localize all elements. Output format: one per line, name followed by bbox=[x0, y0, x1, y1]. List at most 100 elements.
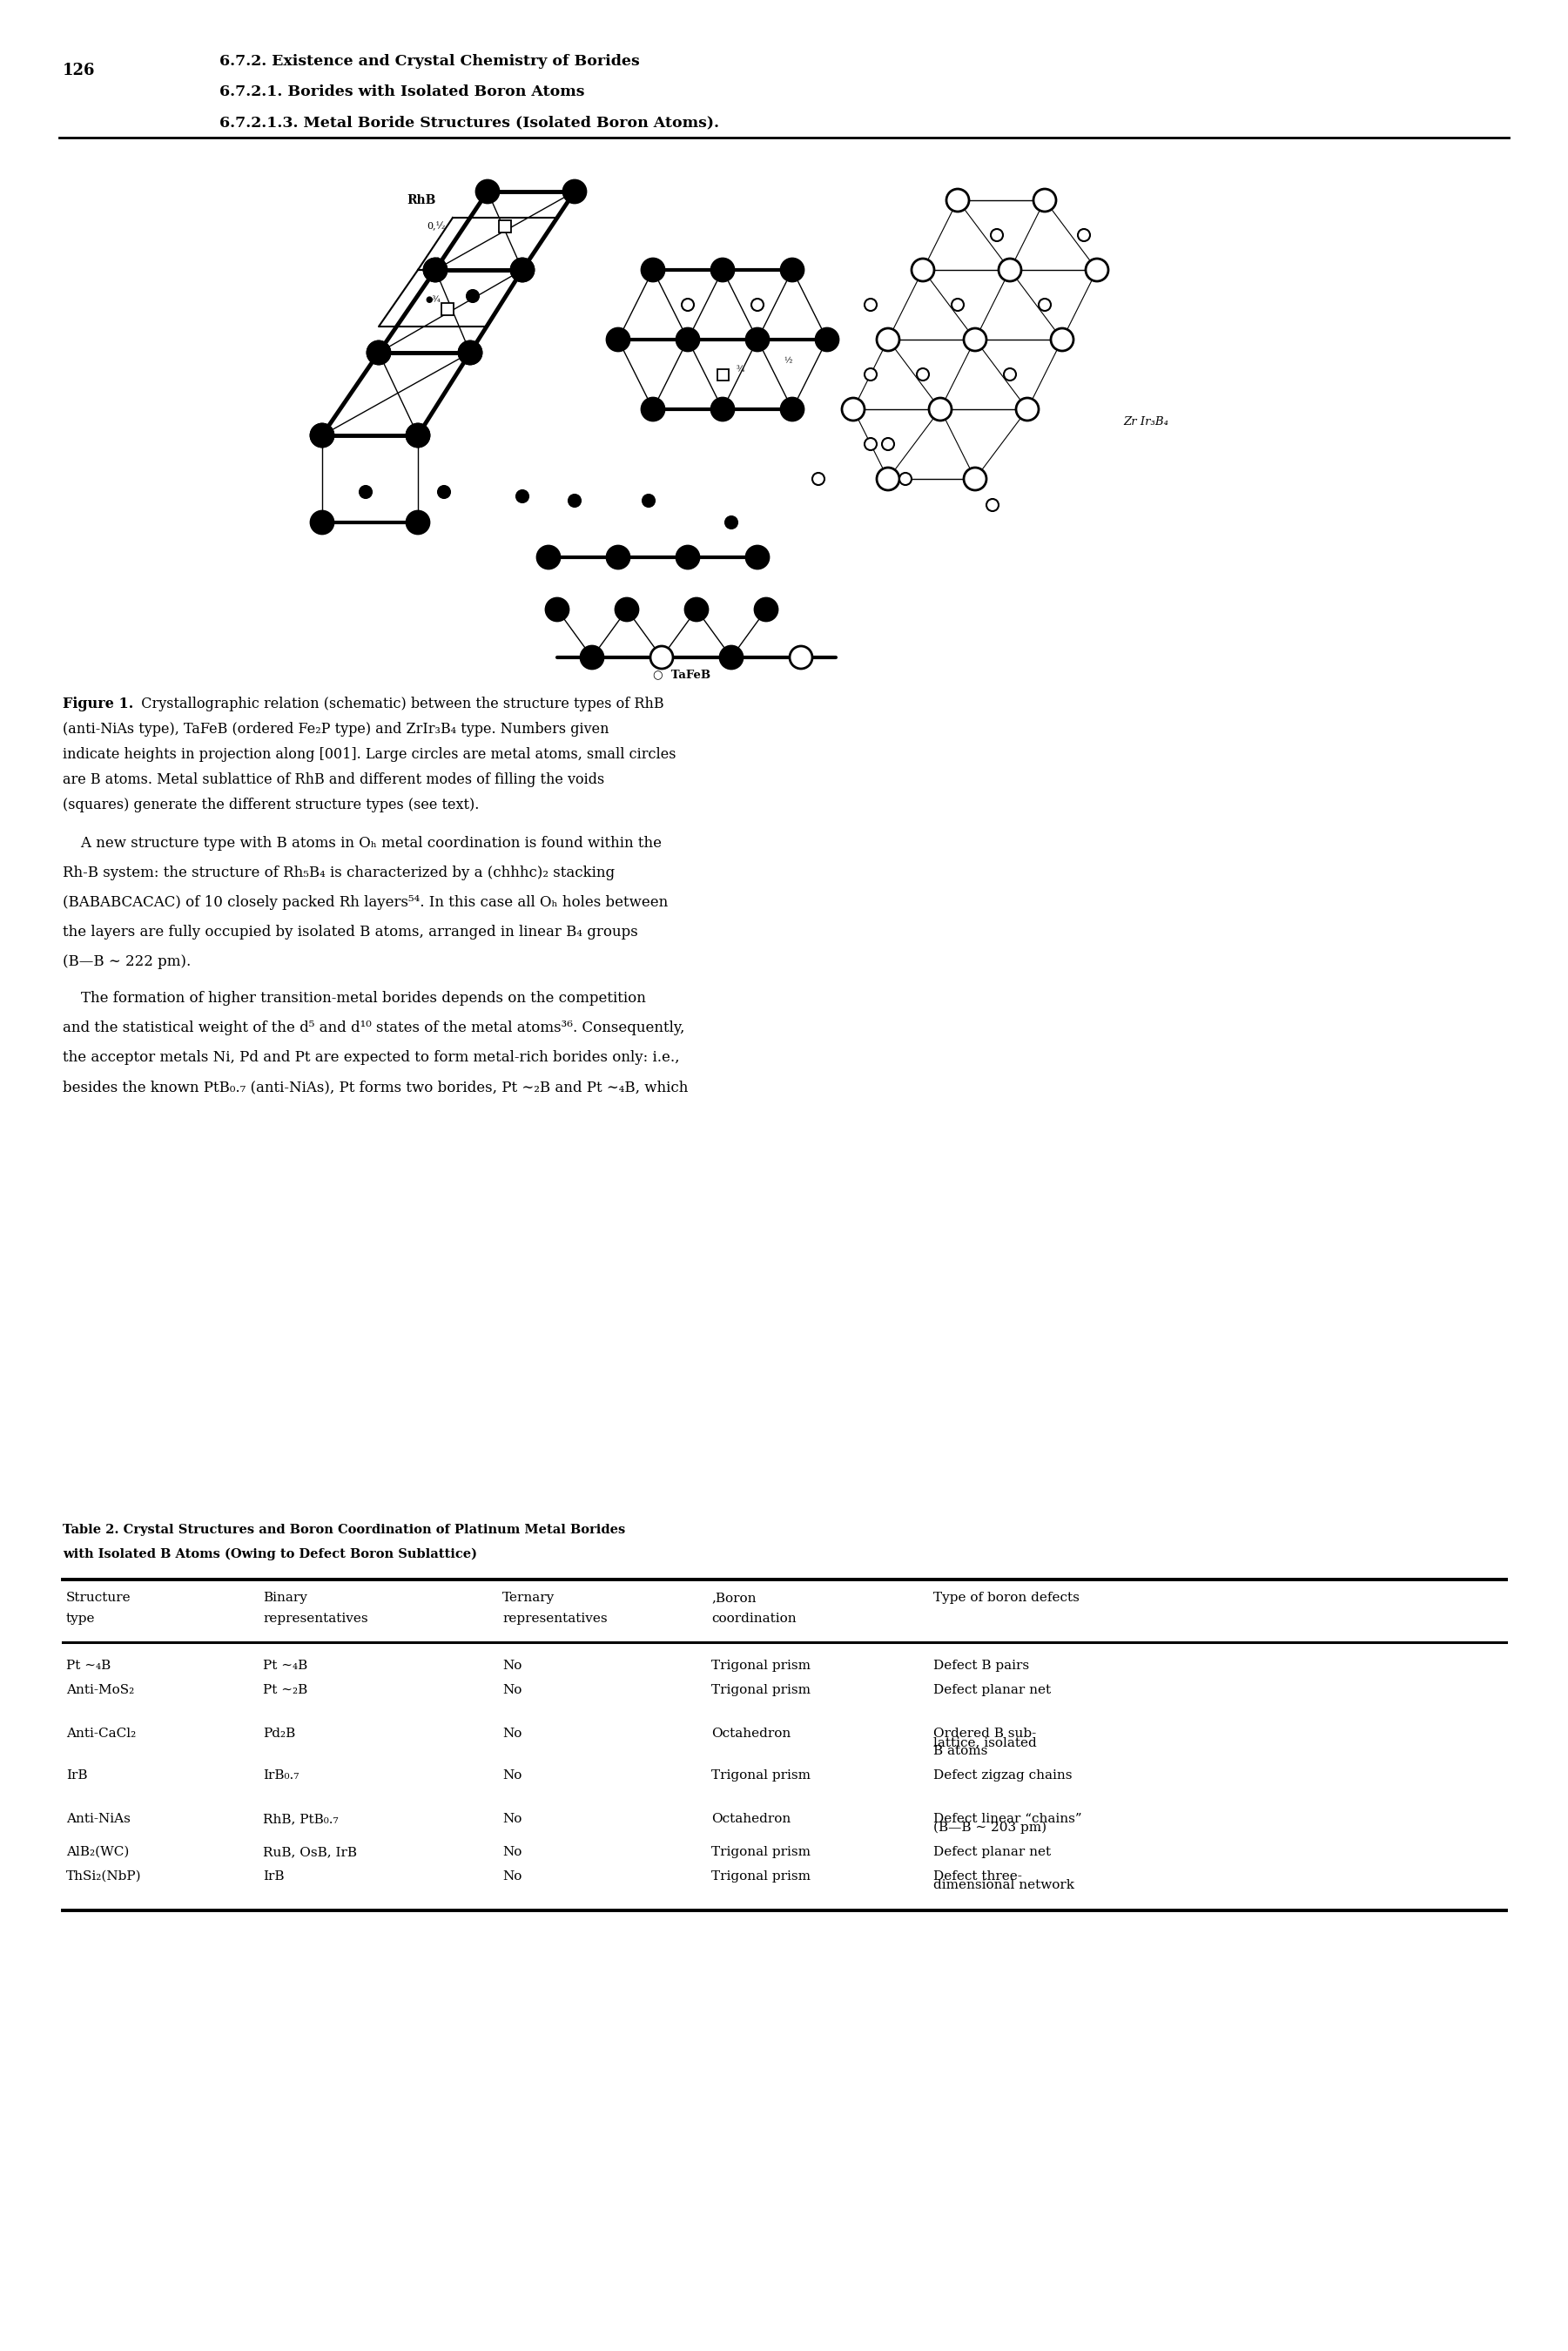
Circle shape bbox=[751, 299, 764, 310]
Text: Trigonal prism: Trigonal prism bbox=[712, 1683, 811, 1695]
Circle shape bbox=[359, 487, 372, 498]
Text: representatives: representatives bbox=[502, 1613, 607, 1625]
Text: ○  TaFeB: ○ TaFeB bbox=[652, 668, 710, 679]
Text: No: No bbox=[502, 1871, 522, 1883]
Text: No: No bbox=[502, 1660, 522, 1672]
Circle shape bbox=[651, 647, 673, 668]
Text: (B—B ∼ 222 pm).: (B—B ∼ 222 pm). bbox=[63, 955, 191, 969]
Circle shape bbox=[964, 329, 986, 350]
Circle shape bbox=[986, 498, 999, 510]
Circle shape bbox=[676, 545, 699, 569]
Text: A new structure type with B atoms in Oₕ metal coordination is found within the: A new structure type with B atoms in Oₕ … bbox=[63, 837, 662, 851]
Circle shape bbox=[477, 181, 499, 202]
Circle shape bbox=[1085, 259, 1109, 282]
Circle shape bbox=[538, 545, 560, 569]
Circle shape bbox=[1038, 299, 1051, 310]
Text: No: No bbox=[502, 1770, 522, 1782]
Text: Ternary: Ternary bbox=[502, 1592, 555, 1603]
Text: the acceptor metals Ni, Pd and Pt are expected to form metal-rich borides only: : the acceptor metals Ni, Pd and Pt are ex… bbox=[63, 1051, 679, 1065]
Text: Anti-NiAs: Anti-NiAs bbox=[66, 1813, 130, 1824]
Circle shape bbox=[616, 597, 638, 621]
Circle shape bbox=[911, 259, 935, 282]
Circle shape bbox=[712, 397, 734, 421]
Text: indicate heights in projection along [001]. Large circles are metal atoms, small: indicate heights in projection along [00… bbox=[63, 748, 676, 762]
Text: Pd₂B: Pd₂B bbox=[263, 1728, 295, 1740]
Text: are B atoms. Metal sublattice of RhB and different modes of filling the voids: are B atoms. Metal sublattice of RhB and… bbox=[63, 773, 604, 788]
Circle shape bbox=[1004, 369, 1016, 381]
Text: No: No bbox=[502, 1683, 522, 1695]
Text: IrB₀.₇: IrB₀.₇ bbox=[263, 1770, 299, 1782]
Circle shape bbox=[877, 329, 900, 350]
Circle shape bbox=[643, 494, 655, 508]
Text: Pt ∼₄B: Pt ∼₄B bbox=[66, 1660, 111, 1672]
Circle shape bbox=[367, 341, 390, 364]
Bar bbox=[717, 369, 728, 381]
Text: Defect linear “chains”: Defect linear “chains” bbox=[933, 1813, 1082, 1824]
Text: No: No bbox=[502, 1813, 522, 1824]
Text: Trigonal prism: Trigonal prism bbox=[712, 1871, 811, 1883]
Text: ¾: ¾ bbox=[735, 367, 745, 374]
Text: Binary: Binary bbox=[263, 1592, 307, 1603]
Circle shape bbox=[991, 228, 1004, 242]
Circle shape bbox=[781, 397, 803, 421]
Bar bbox=[499, 221, 511, 233]
Text: Octahedron: Octahedron bbox=[712, 1813, 790, 1824]
Text: ¼: ¼ bbox=[436, 259, 445, 266]
Circle shape bbox=[459, 341, 481, 364]
Circle shape bbox=[607, 545, 629, 569]
Text: Defect zigzag chains: Defect zigzag chains bbox=[933, 1770, 1073, 1782]
Circle shape bbox=[467, 289, 478, 303]
Circle shape bbox=[917, 369, 928, 381]
Text: (squares) generate the different structure types (see text).: (squares) generate the different structu… bbox=[63, 797, 480, 813]
Text: RhB, PtB₀.₇: RhB, PtB₀.₇ bbox=[263, 1813, 339, 1824]
Circle shape bbox=[746, 545, 768, 569]
Text: (BABABCACAC) of 10 closely packed Rh layers⁵⁴. In this case all Oₕ holes between: (BABABCACAC) of 10 closely packed Rh lay… bbox=[63, 896, 668, 910]
Circle shape bbox=[607, 329, 629, 350]
Text: Defect B pairs: Defect B pairs bbox=[933, 1660, 1029, 1672]
Text: type: type bbox=[66, 1613, 96, 1625]
Circle shape bbox=[406, 510, 430, 534]
Text: Octahedron: Octahedron bbox=[712, 1728, 790, 1740]
Text: coordination: coordination bbox=[712, 1613, 797, 1625]
Bar bbox=[442, 303, 453, 315]
Circle shape bbox=[1077, 228, 1090, 242]
Circle shape bbox=[310, 510, 334, 534]
Text: Type of boron defects: Type of boron defects bbox=[933, 1592, 1079, 1603]
Text: IrB: IrB bbox=[66, 1770, 88, 1782]
Circle shape bbox=[815, 329, 839, 350]
Text: Pt ∼₄B: Pt ∼₄B bbox=[263, 1660, 307, 1672]
Circle shape bbox=[423, 259, 447, 282]
Text: 6.7.2.1.3. Metal Boride Structures (Isolated Boron Atoms).: 6.7.2.1.3. Metal Boride Structures (Isol… bbox=[220, 115, 720, 129]
Text: and the statistical weight of the d⁵ and d¹⁰ states of the metal atoms³⁶. Conseq: and the statistical weight of the d⁵ and… bbox=[63, 1020, 685, 1034]
Circle shape bbox=[1016, 397, 1038, 421]
Circle shape bbox=[881, 437, 894, 449]
Circle shape bbox=[964, 468, 986, 491]
Text: Zr Ir₃B₄: Zr Ir₃B₄ bbox=[1123, 416, 1168, 428]
Circle shape bbox=[580, 647, 604, 668]
Circle shape bbox=[726, 517, 737, 529]
Circle shape bbox=[864, 369, 877, 381]
Circle shape bbox=[682, 299, 695, 310]
Circle shape bbox=[720, 647, 743, 668]
Text: ,Boron: ,Boron bbox=[712, 1592, 756, 1603]
Circle shape bbox=[864, 437, 877, 449]
Text: the layers are fully occupied by isolated B atoms, arranged in linear B₄ groups: the layers are fully occupied by isolate… bbox=[63, 924, 638, 940]
Text: (anti-NiAs type), TaFeB (ordered Fe₂P type) and ZrIr₃B₄ type. Numbers given: (anti-NiAs type), TaFeB (ordered Fe₂P ty… bbox=[63, 722, 608, 736]
Circle shape bbox=[641, 259, 665, 282]
Circle shape bbox=[546, 597, 569, 621]
Circle shape bbox=[999, 259, 1021, 282]
Text: ●¾: ●¾ bbox=[425, 296, 441, 303]
Text: Crystallographic relation (schematic) between the structure types of RhB: Crystallographic relation (schematic) be… bbox=[132, 696, 663, 712]
Text: representatives: representatives bbox=[263, 1613, 368, 1625]
Text: 0,½: 0,½ bbox=[426, 221, 445, 230]
Circle shape bbox=[754, 597, 778, 621]
Circle shape bbox=[947, 188, 969, 212]
Text: 6.7.2.1. Borides with Isolated Boron Atoms: 6.7.2.1. Borides with Isolated Boron Ato… bbox=[220, 85, 585, 99]
Circle shape bbox=[1033, 188, 1057, 212]
Circle shape bbox=[712, 259, 734, 282]
Circle shape bbox=[877, 468, 900, 491]
Circle shape bbox=[569, 494, 580, 508]
Text: No: No bbox=[502, 1728, 522, 1740]
Text: RuB, OsB, IrB: RuB, OsB, IrB bbox=[263, 1846, 358, 1857]
Circle shape bbox=[864, 299, 877, 310]
